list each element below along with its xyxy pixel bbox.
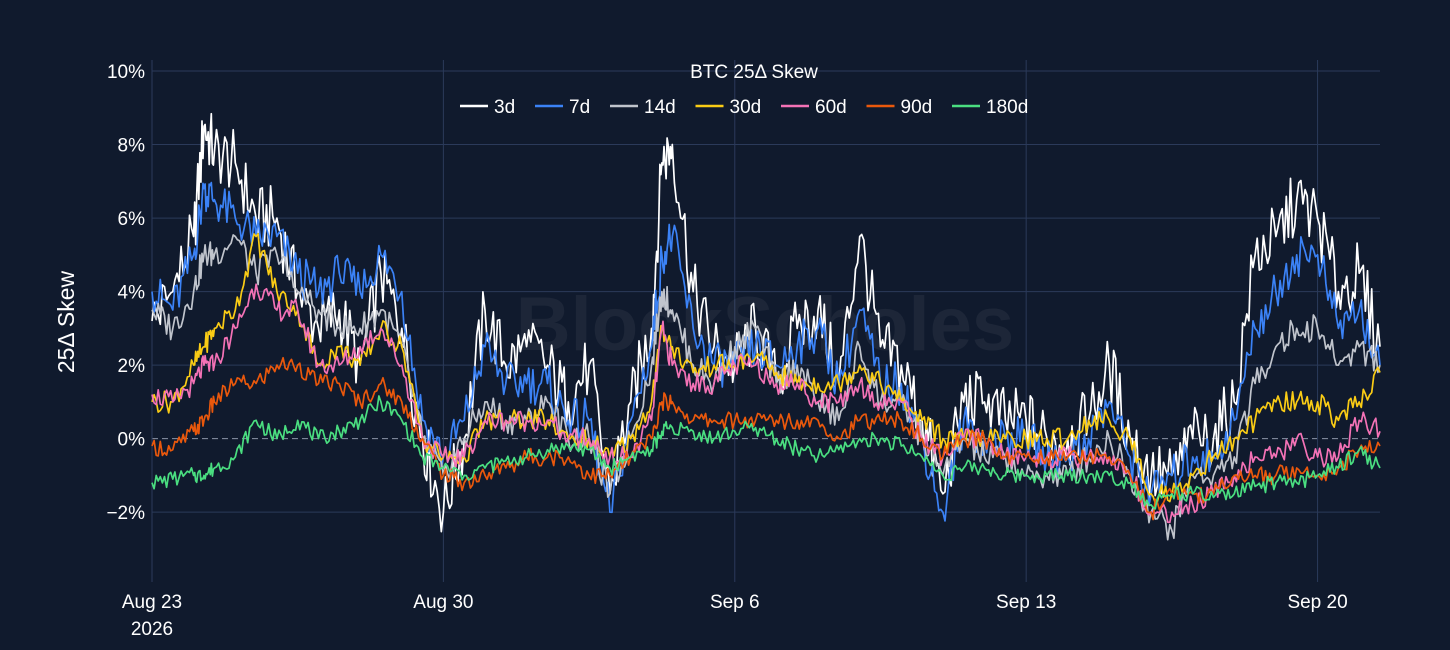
x-tick-label: Sep 13: [996, 592, 1056, 613]
series-line-30d: [151, 232, 1381, 504]
series-line-90d: [151, 356, 1381, 521]
legend-item-3d[interactable]: 3d: [460, 97, 515, 118]
y-tick-label: 10%: [107, 62, 145, 83]
legend-label: 90d: [901, 97, 933, 118]
legend-item-30d[interactable]: 30d: [695, 97, 762, 118]
y-axis-label: 25Δ Skew: [53, 270, 79, 373]
y-axis-ticks: 10% 8% 6% 4% 2% 0% −2%: [106, 62, 145, 524]
chart-title: BTC 25Δ Skew: [690, 62, 818, 83]
legend-label: 7d: [569, 97, 590, 118]
y-tick-label: −2%: [106, 503, 145, 524]
x-tick-label: Sep 20: [1287, 592, 1347, 613]
series-line-7d: [151, 181, 1381, 522]
legend-label: 3d: [494, 97, 515, 118]
series-lines: [151, 112, 1381, 541]
legend-item-90d[interactable]: 90d: [866, 97, 933, 118]
y-tick-label: 6%: [118, 209, 146, 230]
legend-label: 14d: [644, 97, 676, 118]
legend-label: 180d: [986, 97, 1028, 118]
legend-item-7d[interactable]: 7d: [535, 97, 590, 118]
x-axis-ticks: Aug 23 2026 Aug 30 Sep 6 Sep 13 Sep 20: [122, 592, 1348, 640]
series-line-14d: [151, 234, 1381, 541]
legend-label: 60d: [815, 97, 847, 118]
x-tick-label: Sep 6: [710, 592, 760, 613]
legend-item-60d[interactable]: 60d: [781, 97, 847, 118]
y-tick-label: 8%: [118, 136, 146, 157]
y-tick-label: 0%: [118, 430, 146, 451]
x-tick-label: Aug 30: [413, 592, 473, 613]
legend-item-14d[interactable]: 14d: [610, 97, 676, 118]
y-tick-label: 2%: [118, 356, 146, 377]
legend-label: 30d: [730, 97, 762, 118]
y-tick-label: 4%: [118, 283, 146, 304]
series-line-60d: [151, 283, 1381, 524]
legend[interactable]: 3d 7d 14d 30d 60d 90d 180d: [460, 97, 1028, 118]
x-tick-year-label: 2026: [131, 619, 173, 640]
x-tick-label: Aug 23: [122, 592, 182, 613]
legend-item-180d[interactable]: 180d: [952, 97, 1028, 118]
series-line-180d: [151, 395, 1381, 510]
